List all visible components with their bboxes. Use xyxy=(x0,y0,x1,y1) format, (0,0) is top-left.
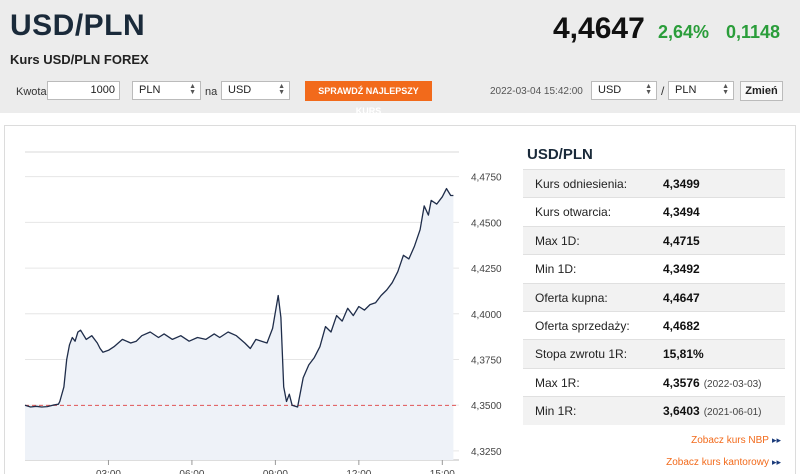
stats-value: 4,3494 xyxy=(663,205,700,219)
stats-value-number: 4,3576 xyxy=(663,375,700,390)
select-arrows-icon: ▲ ▼ xyxy=(189,83,196,96)
from-currency-select[interactable]: PLN ▲ ▼ xyxy=(132,81,201,100)
stats-value: 4,3499 xyxy=(663,177,700,191)
change-percent: 2,64% xyxy=(658,22,710,42)
y-tick-label: 4,4250 xyxy=(471,264,502,275)
pair-separator: / xyxy=(661,84,665,98)
stats-value-number: 4,4647 xyxy=(663,290,700,305)
stats-row: Kurs odniesienia: 4,3499 xyxy=(523,169,785,198)
stats-label: Kurs otwarcia: xyxy=(535,205,612,220)
stats-table: Kurs odniesienia: 4,3499 Kurs otwarcia: 4,3… xyxy=(523,169,785,425)
stats-label: Min 1R: xyxy=(535,404,577,419)
select-arrows-icon: ▲ ▼ xyxy=(645,83,652,96)
stats-row: Max 1R: 4,3576 (2022-03-03) xyxy=(523,367,785,396)
quote-panel: 4,3250 4,3500 4,3750 4,4000 4,4250 4,4500 4,47… xyxy=(4,125,796,474)
stats-row: Max 1D: 4,4715 xyxy=(523,225,785,255)
stats-date: (2021-06-01) xyxy=(703,407,762,419)
stats-value-number: 3,6403 xyxy=(663,404,700,419)
pair-base-select[interactable]: USD ▲ ▼ xyxy=(591,81,657,100)
amount-label: Kwota xyxy=(16,86,47,98)
stats-value-number: 4,3494 xyxy=(663,205,700,220)
stats-value-number: 4,3499 xyxy=(663,177,700,191)
stats-value: 4,4682 xyxy=(663,319,700,333)
stats-row: Oferta kupna: 4,4647 xyxy=(523,282,785,311)
stats-label: Oferta kupna: xyxy=(535,290,608,305)
quote-timestamp: 2022-03-04 15:42:00 xyxy=(490,86,583,97)
price-area xyxy=(25,188,454,460)
nbp-rate-link[interactable]: Zobacz kurs NBP ▸▸ xyxy=(691,435,781,446)
current-price: 4,4647 xyxy=(553,12,645,45)
y-tick-label: 4,3250 xyxy=(471,447,502,458)
check-best-rate-button[interactable]: SPRAWDŹ NAJLEPSZY KURS xyxy=(305,81,432,116)
pair-quote-value: PLN xyxy=(675,84,697,96)
to-currency-value: USD xyxy=(228,84,252,96)
y-tick-label: 4,4750 xyxy=(471,173,502,184)
stats-value: 4,4715 xyxy=(663,234,700,248)
stats-value-number: 4,4715 xyxy=(663,233,700,248)
pair-title: USD/PLN xyxy=(10,9,146,42)
stats-label: Max 1R: xyxy=(535,375,580,390)
double-chevron-right-icon: ▸▸ xyxy=(771,435,781,445)
stats-value: 4,3492 xyxy=(663,262,700,276)
stats-value-number: 4,4682 xyxy=(663,318,700,333)
kantor-rate-link[interactable]: Zobacz kurs kantorowy ▸▸ xyxy=(666,457,781,468)
stats-value-number: 15,81% xyxy=(663,347,704,362)
kantor-rate-link-label: Zobacz kurs kantorowy xyxy=(666,457,769,468)
pair-quote-select[interactable]: PLN ▲ ▼ xyxy=(668,81,734,100)
x-tick-label: 12:00 xyxy=(346,469,371,474)
select-arrows-icon: ▲ ▼ xyxy=(722,83,729,96)
x-tick-label: 09:00 xyxy=(263,469,288,474)
stats-label: Max 1D: xyxy=(535,233,580,248)
intraday-chart: 4,3250 4,3500 4,3750 4,4000 4,4250 4,4500 4,47… xyxy=(24,151,502,474)
select-arrows-icon: ▲ ▼ xyxy=(278,83,285,96)
x-tick-label: 03:00 xyxy=(96,469,121,474)
stats-row: Oferta sprzedaży: 4,4682 xyxy=(523,310,785,339)
y-tick-label: 4,4500 xyxy=(471,218,502,229)
price-line xyxy=(24,187,454,408)
stats-row: Min 1R: 3,6403 (2021-06-01) xyxy=(523,396,785,425)
to-label: na xyxy=(205,86,218,98)
stats-value: 4,3576 (2022-03-03) xyxy=(663,376,762,390)
pair-base-value: USD xyxy=(598,84,622,96)
y-tick-label: 4,3500 xyxy=(471,401,502,412)
stats-title: USD/PLN xyxy=(527,146,593,163)
nbp-rate-link-label: Zobacz kurs NBP xyxy=(691,435,769,446)
x-tick-label: 06:00 xyxy=(179,469,204,474)
x-tick-label: 15:00 xyxy=(430,469,455,474)
to-currency-select[interactable]: USD ▲ ▼ xyxy=(221,81,290,100)
stats-date: (2022-03-03) xyxy=(703,378,762,390)
quote-header: USD/PLN Kurs USD/PLN FOREX 4,4647 2,64% … xyxy=(0,0,800,116)
stats-value: 3,6403 (2021-06-01) xyxy=(663,404,762,418)
amount-input[interactable]: 1000 xyxy=(47,81,120,100)
stats-label: Min 1D: xyxy=(535,262,577,277)
change-pair-button[interactable]: Zmień xyxy=(740,81,783,101)
stats-value: 4,4647 xyxy=(663,291,700,305)
y-tick-label: 4,3750 xyxy=(471,355,502,366)
stats-row: Min 1D: 4,3492 xyxy=(523,254,785,282)
stats-value: 15,81% xyxy=(663,347,704,361)
stats-row: Stopa zwrotu 1R: 15,81% xyxy=(523,339,785,368)
change-absolute: 0,1148 xyxy=(726,22,781,42)
stats-value-number: 4,3492 xyxy=(663,262,700,277)
pair-subtitle: Kurs USD/PLN FOREX xyxy=(10,52,149,67)
stats-label: Oferta sprzedaży: xyxy=(535,318,630,333)
double-chevron-right-icon: ▸▸ xyxy=(771,457,781,467)
stats-label: Stopa zwrotu 1R: xyxy=(535,347,628,362)
stats-row: Kurs otwarcia: 4,3494 xyxy=(523,197,785,225)
y-tick-label: 4,4000 xyxy=(471,310,502,321)
stats-label: Kurs odniesienia: xyxy=(535,177,628,191)
from-currency-value: PLN xyxy=(139,84,161,96)
